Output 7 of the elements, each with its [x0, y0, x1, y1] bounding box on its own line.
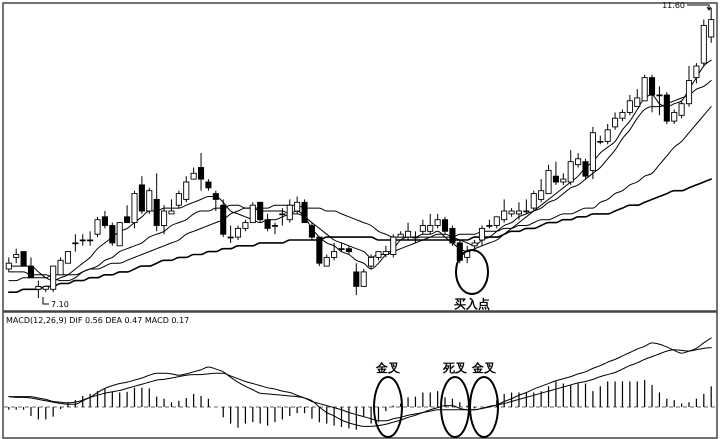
annotation: 金叉 — [375, 361, 400, 375]
annotation: 死叉 — [442, 361, 467, 375]
annotation: 买入点 — [454, 297, 490, 311]
annotation: 11.60 — [662, 1, 685, 10]
text: 7.10 — [51, 300, 69, 309]
annotation: 金叉 — [471, 361, 496, 375]
chart-title: MACD(12,26,9) DIF 0.56 DEA 0.47 MACD 0.17 — [6, 316, 190, 325]
